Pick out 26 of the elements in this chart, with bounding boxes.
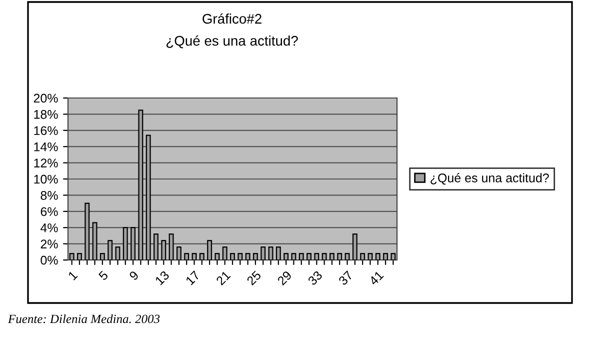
y-tick-label: 6%	[40, 207, 58, 216]
x-tick-label: 41	[368, 270, 384, 286]
x-tick-label: 1	[68, 270, 78, 280]
y-tick-label: 10%	[34, 174, 58, 184]
y-tick-label: 16%	[34, 126, 58, 136]
y-tick-label: 0%	[40, 256, 58, 265]
chart-title: Gráfico#2	[202, 13, 262, 24]
x-tick-label: 29	[276, 270, 292, 286]
x-tick-label: 25	[246, 270, 262, 286]
y-tick-label: 20%	[34, 94, 58, 103]
y-tick-label: 14%	[34, 142, 58, 152]
y-tick-label: 12%	[34, 158, 58, 168]
y-tick-label: 18%	[34, 110, 58, 119]
legend-label: ¿Qué es una actitud?	[430, 173, 549, 185]
source-note: Fuente: Dilenia Medina. 2003	[8, 314, 160, 324]
x-tick-label: 5	[98, 270, 109, 281]
x-tick-label: 33	[307, 270, 323, 286]
chart-subtitle: ¿Qué es una actitud?	[166, 35, 298, 48]
x-tick-label: 37	[338, 270, 354, 286]
x-tick-label: 13	[154, 270, 170, 286]
y-tick-label: 2%	[40, 240, 58, 248]
x-tick-label: 17	[185, 270, 200, 286]
x-tick-label: 21	[216, 270, 231, 286]
y-tick-label: 4%	[40, 223, 58, 232]
x-tick-label: 9	[128, 270, 140, 281]
y-tick-label: 8%	[40, 191, 58, 200]
